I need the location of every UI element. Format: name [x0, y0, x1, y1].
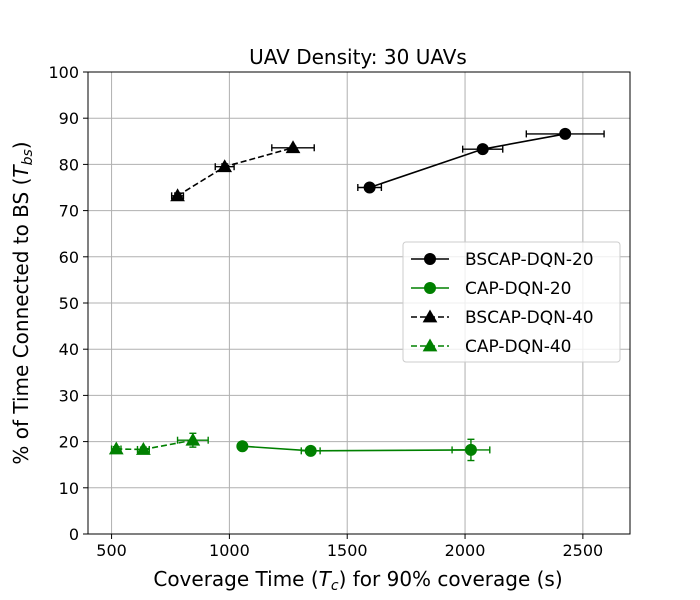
x-tick-label: 1000 [209, 541, 250, 560]
legend-marker [422, 338, 438, 352]
legend-label: BSCAP-DQN-40 [465, 308, 594, 328]
data-point [217, 159, 233, 173]
legend-label: CAP-DQN-20 [465, 279, 571, 299]
series-bscap-dqn-40 [170, 140, 315, 202]
legend-marker [424, 253, 436, 265]
y-tick-label: 40 [59, 340, 79, 359]
legend-entry-bscap-dqn-20: BSCAP-DQN-20 [411, 250, 594, 270]
y-tick-label: 10 [59, 479, 79, 498]
plot-frame [87, 71, 631, 535]
x-tick-label: 500 [96, 541, 127, 560]
data-point [304, 444, 317, 457]
y-tick-label: 70 [59, 202, 79, 221]
y-tick-label: 50 [59, 294, 79, 313]
series-group [108, 127, 605, 462]
data-point [236, 440, 249, 453]
legend-entry-cap-dqn-20: CAP-DQN-20 [411, 279, 571, 299]
y-tick-label: 80 [59, 155, 79, 174]
data-point [136, 441, 151, 455]
data-point [185, 432, 201, 446]
x-tick-label: 2500 [563, 541, 604, 560]
y-tick-label: 100 [48, 63, 79, 82]
legend-frame [402, 241, 621, 363]
data-point [476, 143, 489, 156]
x-tick-label: 2000 [445, 541, 486, 560]
legend-entry-cap-dqn-40: CAP-DQN-40 [411, 337, 571, 357]
y-tick-label: 20 [59, 433, 79, 452]
legend-label: BSCAP-DQN-20 [465, 250, 594, 270]
series-bscap-dqn-20 [357, 127, 605, 194]
data-point [170, 188, 185, 202]
data-point [363, 181, 376, 194]
chart-title: UAV Density: 30 UAVs [249, 45, 467, 69]
y-tick-label: 0 [69, 525, 79, 544]
y-tick-label: 90 [59, 109, 79, 128]
legend-marker [422, 309, 438, 323]
x-tick-label: 1500 [327, 541, 368, 560]
y-axis-ticks: 0 10 20 30 40 50 60 70 80 90 100 [48, 63, 88, 544]
legend-marker [424, 282, 436, 294]
x-axis-ticks: 500 1000 1500 2000 2500 [96, 534, 603, 560]
series-cap-dqn-40 [108, 432, 209, 455]
series-cap-dqn-20 [236, 438, 491, 462]
y-tick-label: 30 [59, 386, 79, 405]
legend-label: CAP-DQN-40 [465, 337, 571, 357]
data-point [464, 443, 477, 456]
y-axis-label: % of Time Connected to BS (Tbs) [9, 141, 36, 464]
legend-entry-bscap-dqn-40: BSCAP-DQN-40 [411, 308, 594, 328]
data-point [559, 127, 572, 140]
y-tick-label: 60 [59, 248, 79, 267]
data-point [285, 140, 301, 154]
data-point [108, 441, 124, 455]
x-axis-label: Coverage Time (Tc) for 90% coverage (s) [153, 567, 562, 594]
legend: BSCAP-DQN-20 CAP-DQN-20 BSCAP-DQN-40 CAP-DQ… [402, 241, 621, 363]
